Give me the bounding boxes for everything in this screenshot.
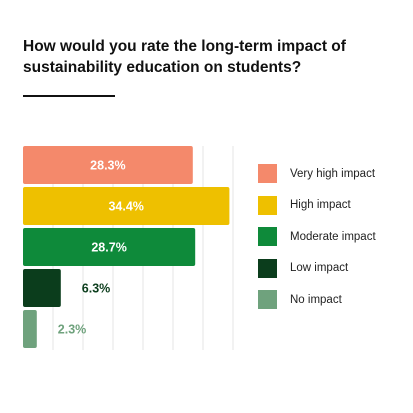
legend-swatch (258, 290, 277, 309)
legend-label: Very high impact (290, 167, 376, 180)
bar-no-impact (23, 310, 37, 348)
value-label: 28.7% (91, 241, 126, 255)
legend-item-low-impact: Low impact (258, 258, 408, 279)
legend-label: No impact (290, 293, 342, 306)
bar-moderate-impact (23, 228, 196, 266)
legend-swatch (258, 195, 277, 215)
title-underline (23, 95, 115, 97)
legend-swatch (258, 258, 277, 278)
bar-high-impact (23, 187, 230, 225)
legend-swatch (258, 227, 277, 246)
legend: Very high impact High impact Moderate im… (258, 163, 408, 321)
legend-swatch (258, 164, 277, 183)
legend-item-no-impact: No impact (258, 289, 408, 310)
legend-item-very-high-impact: Very high impact (258, 163, 408, 184)
legend-item-high-impact: High impact (258, 195, 408, 216)
value-label: 34.4% (108, 200, 143, 214)
bar-low-impact (23, 269, 61, 307)
legend-label: Low impact (290, 262, 349, 274)
legend-label: Moderate impact (290, 230, 376, 243)
bars (23, 146, 230, 348)
chart-title: How would you rate the long-term impact … (23, 38, 346, 76)
value-label: 6.3% (82, 282, 111, 296)
value-labels: 28.3% 34.4% 28.7% 6.3% 2.3% (58, 159, 144, 337)
legend-label: High impact (290, 199, 351, 211)
value-label: 28.3% (90, 159, 125, 173)
legend-item-moderate-impact: Moderate impact (258, 226, 408, 247)
bar-very-high-impact (23, 146, 193, 184)
value-label: 2.3% (58, 323, 87, 337)
